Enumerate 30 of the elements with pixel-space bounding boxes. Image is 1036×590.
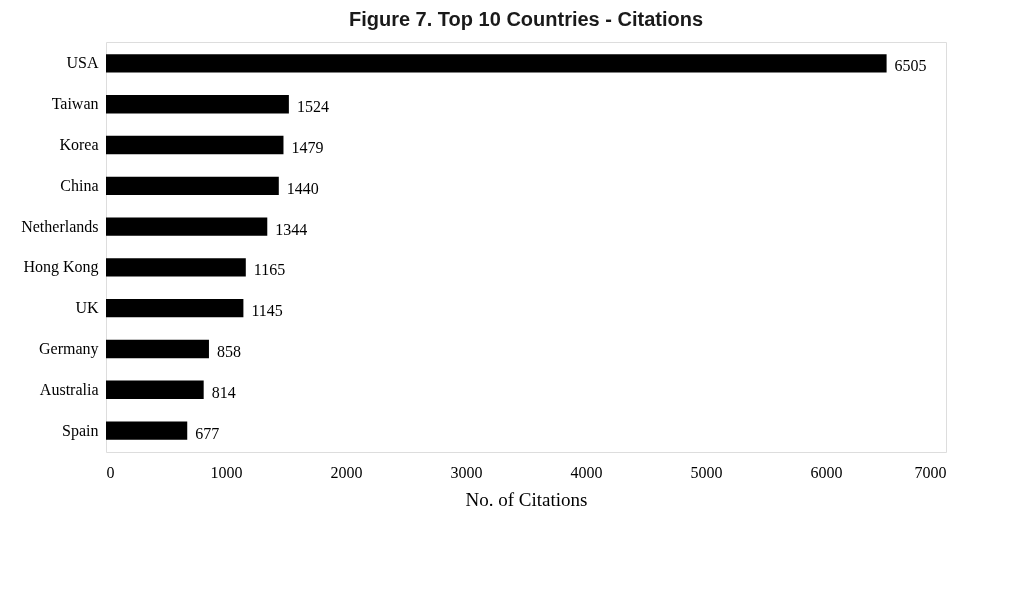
y-tick-label: Korea xyxy=(59,136,99,154)
data-label: 1440 xyxy=(286,179,319,197)
x-tick-label: 5000 xyxy=(690,463,723,481)
data-label: 814 xyxy=(211,383,236,401)
data-label: 6505 xyxy=(894,57,927,75)
data-label: 1524 xyxy=(296,98,329,116)
x-tick-label: 3000 xyxy=(450,463,483,481)
x-tick-label: 2000 xyxy=(330,463,363,481)
y-tick-label: Spain xyxy=(62,421,99,440)
data-label: 1344 xyxy=(275,220,308,238)
x-tick-label: 1000 xyxy=(210,463,243,481)
y-tick-label: UK xyxy=(75,299,99,317)
y-tick-label: China xyxy=(60,176,99,194)
data-label: 1145 xyxy=(251,302,283,320)
y-tick-label: USA xyxy=(66,54,99,72)
data-label: 1479 xyxy=(291,139,324,157)
x-tick-label: 4000 xyxy=(570,463,603,481)
x-axis-title: No. of Citations xyxy=(465,488,588,510)
data-label: 677 xyxy=(195,424,220,442)
x-tick-label: 0 xyxy=(106,463,115,481)
y-tick-label: Taiwan xyxy=(51,95,99,113)
data-label: 858 xyxy=(216,342,241,360)
y-tick-label: Hong Kong xyxy=(23,258,99,277)
x-tick-label: 6000 xyxy=(810,463,843,481)
y-tick-label: Australia xyxy=(39,380,99,398)
y-tick-label: Germany xyxy=(38,339,99,358)
x-tick-label: 7000 xyxy=(914,463,947,481)
data-label: 1165 xyxy=(253,261,286,279)
chart-title: Figure 7. Top 10 Countries - Citations xyxy=(348,8,704,30)
y-tick-label: Netherlands xyxy=(21,217,99,235)
